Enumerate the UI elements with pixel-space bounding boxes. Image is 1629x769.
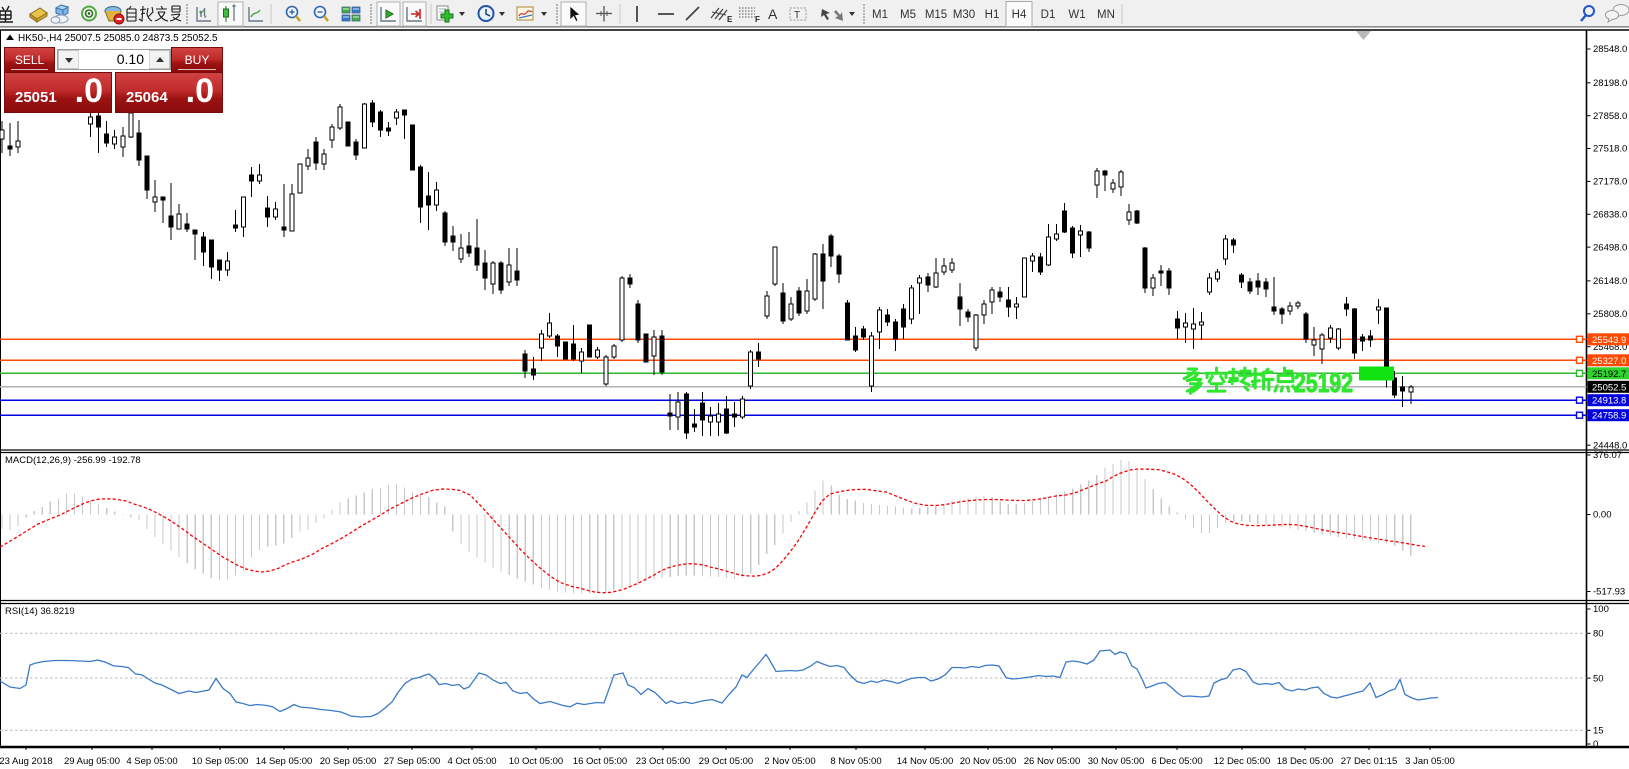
svg-text:MACD(12,26,9) -256.99 -192.78: MACD(12,26,9) -256.99 -192.78	[5, 455, 141, 466]
svg-text:14 Sep 05:00: 14 Sep 05:00	[256, 756, 313, 767]
svg-text:4 Sep 05:00: 4 Sep 05:00	[126, 756, 177, 767]
svg-text:23 Oct 05:00: 23 Oct 05:00	[636, 756, 690, 767]
svg-text:25808.0: 25808.0	[1593, 309, 1627, 320]
svg-text:MN: MN	[1097, 9, 1115, 21]
svg-text:80: 80	[1593, 629, 1604, 640]
svg-text:27 Dec 01:15: 27 Dec 01:15	[1341, 756, 1398, 767]
svg-text:4 Oct 05:00: 4 Oct 05:00	[447, 756, 496, 767]
svg-text:26148.0: 26148.0	[1593, 276, 1627, 287]
svg-text:30 Nov 05:00: 30 Nov 05:00	[1088, 756, 1145, 767]
svg-text:10 Oct 05:00: 10 Oct 05:00	[509, 756, 563, 767]
svg-text:-517.93: -517.93	[1593, 587, 1625, 598]
svg-text:26838.0: 26838.0	[1593, 210, 1627, 221]
svg-text:A: A	[768, 6, 778, 22]
svg-text:H4: H4	[1012, 9, 1027, 21]
svg-text:29 Oct 05:00: 29 Oct 05:00	[699, 756, 753, 767]
svg-text:E: E	[727, 15, 733, 24]
svg-text:25192.7: 25192.7	[1592, 369, 1626, 380]
svg-text:M5: M5	[900, 9, 916, 21]
svg-text:27858.0: 27858.0	[1593, 111, 1627, 122]
svg-text:0.00: 0.00	[1593, 510, 1612, 521]
svg-text:26498.0: 26498.0	[1593, 242, 1627, 253]
svg-text:M30: M30	[953, 9, 975, 21]
svg-text:26 Nov 05:00: 26 Nov 05:00	[1024, 756, 1081, 767]
svg-text:29 Aug 05:00: 29 Aug 05:00	[64, 756, 120, 767]
svg-text:18 Dec 05:00: 18 Dec 05:00	[1277, 756, 1334, 767]
svg-text:28548.0: 28548.0	[1593, 44, 1627, 55]
svg-text:6 Dec 05:00: 6 Dec 05:00	[1151, 756, 1202, 767]
svg-text:20 Sep 05:00: 20 Sep 05:00	[320, 756, 377, 767]
svg-text:M1: M1	[872, 9, 888, 21]
svg-text:3 Jan 05:00: 3 Jan 05:00	[1405, 756, 1455, 767]
svg-text:F: F	[755, 15, 760, 24]
svg-text:15: 15	[1593, 726, 1604, 737]
svg-text:T: T	[794, 10, 800, 21]
svg-text:24758.9: 24758.9	[1592, 411, 1626, 422]
svg-text:20 Nov 05:00: 20 Nov 05:00	[960, 756, 1017, 767]
svg-text:25052.5: 25052.5	[1592, 382, 1626, 393]
svg-text:10 Sep 05:00: 10 Sep 05:00	[192, 756, 249, 767]
svg-text:14 Nov 05:00: 14 Nov 05:00	[897, 756, 954, 767]
svg-text:8 Nov 05:00: 8 Nov 05:00	[830, 756, 881, 767]
svg-text:RSI(14) 36.8219: RSI(14) 36.8219	[5, 606, 75, 617]
svg-text:25327.0: 25327.0	[1592, 356, 1626, 367]
svg-text:2 Nov 05:00: 2 Nov 05:00	[764, 756, 815, 767]
svg-text:50: 50	[1593, 673, 1604, 684]
svg-text:28198.0: 28198.0	[1593, 78, 1627, 89]
svg-text:25192: 25192	[1294, 368, 1353, 398]
svg-text:16 Oct 05:00: 16 Oct 05:00	[573, 756, 627, 767]
svg-text:100: 100	[1593, 604, 1609, 615]
svg-text:24913.8: 24913.8	[1592, 396, 1626, 407]
svg-text:27518.0: 27518.0	[1593, 144, 1627, 155]
svg-text:376.07: 376.07	[1593, 450, 1622, 461]
svg-text:0: 0	[1593, 739, 1598, 750]
svg-text:12 Dec 05:00: 12 Dec 05:00	[1214, 756, 1271, 767]
svg-text:24448.0: 24448.0	[1593, 440, 1627, 451]
svg-text:D1: D1	[1041, 9, 1056, 21]
svg-text:W1: W1	[1068, 9, 1085, 21]
svg-text:27 Sep 05:00: 27 Sep 05:00	[384, 756, 441, 767]
svg-text:25543.9: 25543.9	[1592, 335, 1626, 346]
svg-text:25468.0: 25468.0	[1593, 342, 1627, 353]
svg-text:H1: H1	[985, 9, 1000, 21]
svg-text:23 Aug 2018: 23 Aug 2018	[0, 756, 53, 767]
svg-text:HK50-,H4 25007.5 25085.0 2487: HK50-,H4 25007.5 25085.0 24873.5 25052.5	[18, 33, 218, 44]
svg-text:M15: M15	[925, 9, 947, 21]
svg-text:27178.0: 27178.0	[1593, 177, 1627, 188]
